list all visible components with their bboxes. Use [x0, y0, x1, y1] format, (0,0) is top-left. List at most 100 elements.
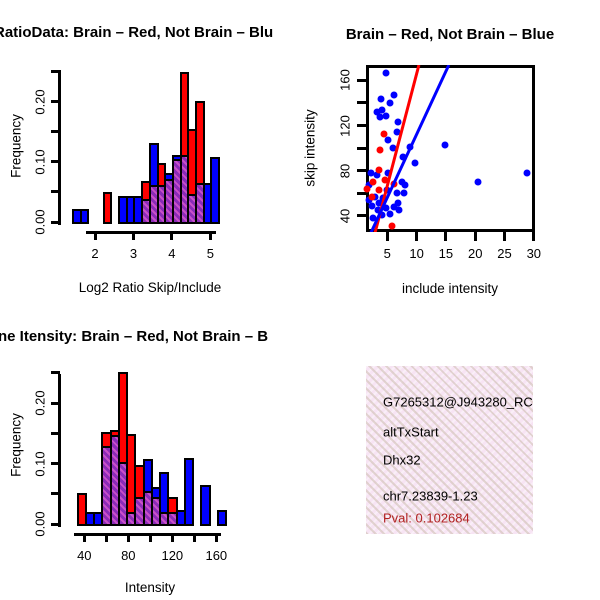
y-axis-tick — [51, 462, 60, 466]
data-point-blue — [386, 210, 394, 218]
y-axis-tick — [357, 146, 366, 150]
x-axis-tick — [104, 533, 108, 542]
panel-intensity-histogram: ne Itensity: Brain – Red, Not Brain – B … — [0, 300, 300, 600]
data-point-red — [363, 185, 371, 193]
data-point-red — [369, 178, 377, 186]
x-tick-label: 15 — [438, 246, 454, 261]
x-tick-label: 5 — [206, 246, 214, 261]
y-tick-label: 0.20 — [32, 390, 48, 416]
y-tick-label: 0.20 — [32, 89, 48, 115]
y-axis-tick — [357, 214, 366, 218]
gene-info-line: altTxStart — [383, 424, 439, 440]
data-point-red — [390, 180, 398, 188]
x-tick-label: 3 — [129, 246, 138, 261]
x-axis-tick — [126, 533, 130, 542]
x-axis-tick — [208, 231, 212, 240]
gene-info-line: Dhx32 — [383, 452, 421, 468]
x-tick-label: 2 — [91, 246, 99, 261]
data-point-blue — [365, 181, 373, 189]
x-tick-label: 40 — [77, 548, 92, 563]
x-axis-tick — [93, 231, 97, 240]
scatter-title: Brain – Red, Not Brain – Blue — [345, 26, 555, 43]
data-point-red — [375, 166, 383, 174]
x-tick-label: 4 — [168, 246, 176, 261]
gene-info-line: Pval: 0.102684 — [383, 510, 470, 526]
intensity-histogram-ylabel: Frequency — [8, 413, 24, 477]
y-tick-label: 0.10 — [32, 149, 48, 175]
x-axis-tick — [444, 232, 448, 241]
y-axis-tick — [357, 78, 366, 82]
ratio-histogram-title: RatioData: Brain – Red, Not Brain – Blu — [0, 24, 274, 41]
y-axis-tick — [357, 124, 366, 128]
ratio-histogram-ylabel: Frequency — [8, 114, 24, 178]
x-axis-tick — [148, 533, 152, 542]
data-point-blue — [394, 118, 402, 126]
intensity-histogram-title: ne Itensity: Brain – Red, Not Brain – B — [0, 328, 269, 345]
data-point-blue — [378, 211, 386, 219]
x-axis-tick — [473, 232, 477, 241]
data-point-blue — [393, 128, 401, 136]
data-point-blue — [365, 196, 373, 204]
data-point-red — [388, 222, 396, 230]
x-axis-tick — [385, 232, 389, 241]
data-point-blue — [411, 159, 419, 167]
histogram-bar-red — [102, 191, 113, 224]
y-axis-tick — [51, 492, 60, 496]
x-tick-label: 25 — [497, 246, 512, 261]
x-tick-label: 80 — [121, 548, 136, 563]
y-axis-line — [58, 374, 61, 527]
x-axis-tick — [170, 231, 174, 240]
y-tick-label: 0.10 — [32, 450, 48, 477]
scatter-ylabel: skip intensity — [302, 109, 318, 187]
gene-info-line: chr7.23839-1.23 — [383, 488, 478, 504]
x-axis-tick — [192, 533, 196, 542]
data-point-blue — [384, 169, 392, 177]
data-point-blue — [389, 144, 397, 152]
x-axis-line — [74, 533, 221, 536]
panel-ratio-histogram: RatioData: Brain – Red, Not Brain – Blu … — [0, 0, 300, 300]
x-axis-tick — [131, 231, 135, 240]
data-point-blue — [382, 112, 390, 120]
data-point-blue — [406, 143, 414, 151]
data-point-red — [380, 130, 388, 138]
ratio-histogram-xlabel: Log2 Ratio Skip/Include — [78, 280, 222, 295]
histogram-bar-blue — [210, 157, 221, 224]
histogram-bar-red — [76, 493, 87, 526]
y-tick-label: 80 — [337, 163, 353, 178]
data-point-blue — [474, 178, 482, 186]
y-tick-label: 0.00 — [32, 511, 48, 537]
data-point-blue — [382, 69, 390, 77]
y-axis-tick — [51, 220, 60, 224]
data-point-blue — [441, 141, 449, 149]
panel-scatter: Brain – Red, Not Brain – Blue skip inten… — [300, 0, 600, 300]
data-point-red — [375, 186, 383, 194]
y-axis-tick — [357, 191, 366, 195]
x-axis-tick — [82, 533, 86, 542]
y-axis-tick — [51, 130, 60, 134]
intensity-histogram-xlabel: Intensity — [124, 580, 176, 595]
x-tick-label: 20 — [467, 246, 483, 261]
data-point-blue — [390, 91, 398, 99]
panel-gene-info: G7265312@J943280_RC altTxStart Dhx32 chr7.2… — [300, 300, 600, 600]
y-axis-tick — [51, 522, 60, 526]
data-point-blue — [395, 206, 403, 214]
y-axis-tick — [51, 160, 60, 164]
histogram-bar-blue — [183, 458, 195, 526]
histogram-bar-blue — [200, 485, 211, 526]
data-point-blue — [369, 214, 377, 222]
y-tick-label: 40 — [337, 208, 353, 224]
x-axis-tick — [532, 232, 536, 241]
y-tick-label: 0.00 — [32, 209, 48, 235]
plot-border — [366, 65, 535, 232]
data-point-blue — [384, 136, 392, 144]
data-point-blue — [401, 181, 409, 189]
x-axis-tick — [214, 533, 218, 542]
y-axis-tick — [357, 101, 366, 105]
y-axis-tick — [51, 190, 60, 194]
y-axis-tick — [51, 401, 60, 405]
histogram-bar-blue — [79, 209, 90, 224]
y-axis-tick — [51, 371, 60, 375]
y-axis-tick — [51, 70, 60, 74]
y-axis-tick — [51, 431, 60, 435]
